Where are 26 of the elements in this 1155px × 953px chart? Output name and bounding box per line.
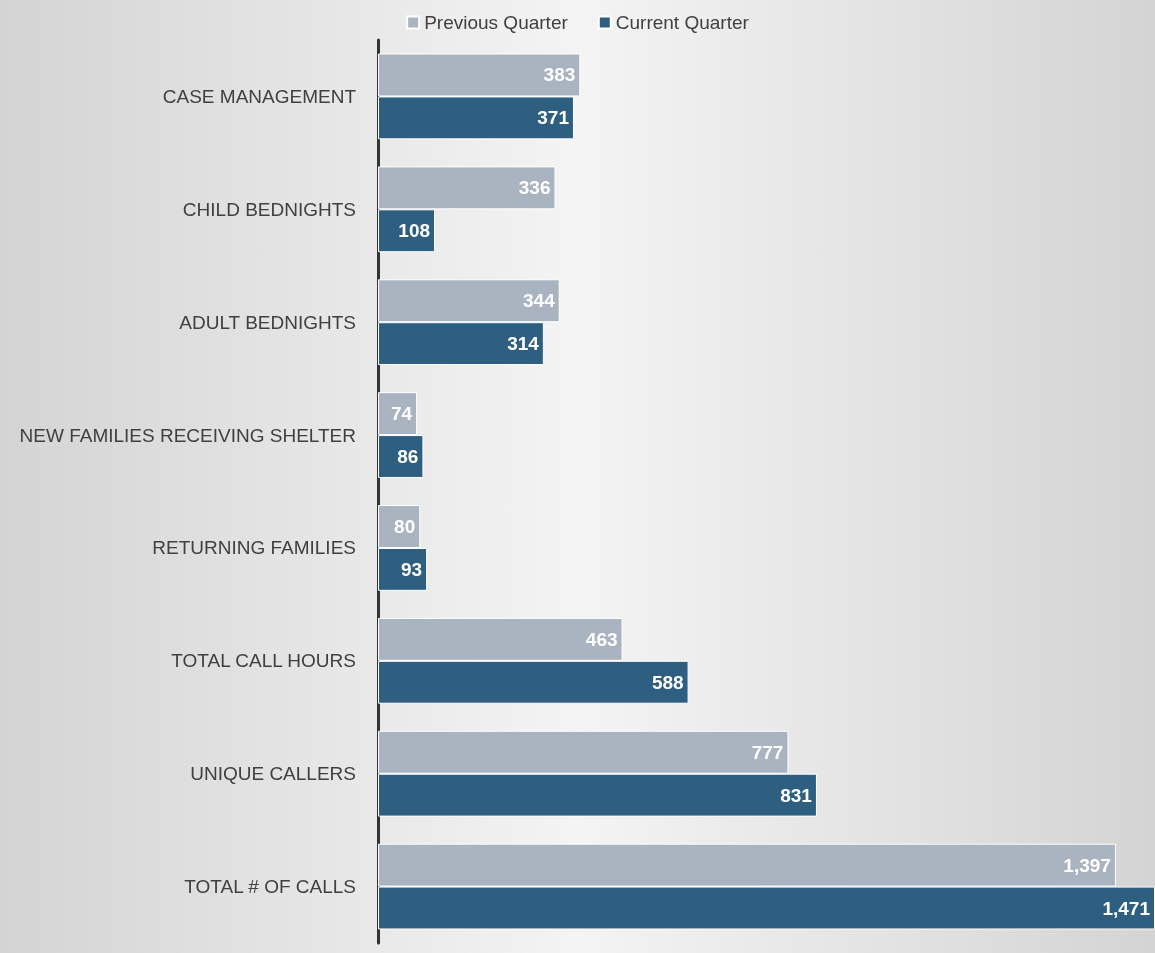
data-label: 80 xyxy=(394,515,416,537)
data-label: 344 xyxy=(523,290,556,312)
data-label: 777 xyxy=(751,741,784,763)
data-label: 371 xyxy=(537,107,570,129)
data-label: 1,471 xyxy=(1102,897,1151,919)
y-tick-label: TOTAL CALL HOURS xyxy=(171,650,356,672)
data-label: 314 xyxy=(507,333,540,355)
y-tick-label: RETURNING FAMILIES xyxy=(152,537,356,559)
legend-label: Previous Quarter xyxy=(424,12,569,33)
y-tick-label: ADULT BEDNIGHTS xyxy=(179,311,356,333)
y-tick-label: CASE MANAGEMENT xyxy=(162,85,357,107)
data-label: 93 xyxy=(400,558,423,580)
data-label: 108 xyxy=(398,220,431,242)
data-label: 383 xyxy=(543,64,576,86)
data-label: 463 xyxy=(585,628,618,650)
y-tick-label: NEW FAMILIES RECEIVING SHELTER xyxy=(19,424,356,446)
data-label: 86 xyxy=(397,446,419,468)
y-tick-label: UNIQUE CALLERS xyxy=(190,763,356,785)
data-label: 336 xyxy=(518,177,551,199)
data-label: 588 xyxy=(651,671,684,693)
y-tick-label: TOTAL # OF CALLS xyxy=(184,876,356,898)
data-label: 1,397 xyxy=(1063,854,1111,876)
data-label: 74 xyxy=(390,403,413,425)
legend-label: Current Quarter xyxy=(615,12,750,33)
y-tick-label: CHILD BEDNIGHTS xyxy=(182,198,356,220)
data-label: 831 xyxy=(780,784,813,806)
